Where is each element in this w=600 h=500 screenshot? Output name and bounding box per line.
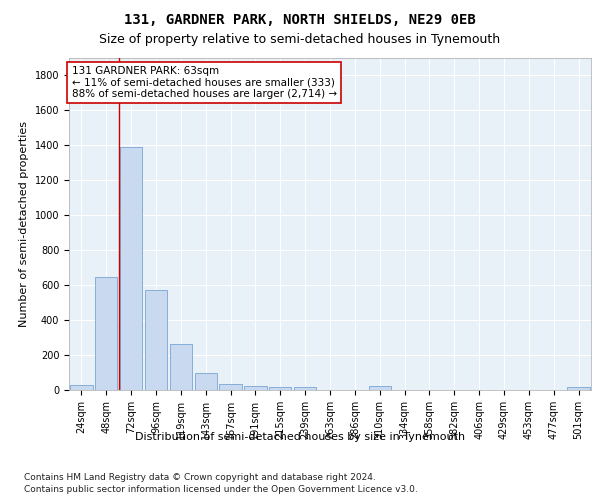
Bar [220, 384, 242, 390]
Text: 131, GARDNER PARK, NORTH SHIELDS, NE29 0EB: 131, GARDNER PARK, NORTH SHIELDS, NE29 0… [124, 12, 476, 26]
Text: Size of property relative to semi-detached houses in Tynemouth: Size of property relative to semi-detach… [100, 32, 500, 46]
Y-axis label: Number of semi-detached properties: Number of semi-detached properties [19, 120, 29, 327]
Bar [70, 385, 92, 390]
Text: Contains public sector information licensed under the Open Government Licence v3: Contains public sector information licen… [24, 485, 418, 494]
Bar [568, 387, 590, 390]
Bar [170, 344, 192, 390]
Bar [368, 386, 391, 390]
Text: Distribution of semi-detached houses by size in Tynemouth: Distribution of semi-detached houses by … [135, 432, 465, 442]
Bar [145, 290, 167, 390]
Bar [294, 388, 316, 390]
Text: Contains HM Land Registry data © Crown copyright and database right 2024.: Contains HM Land Registry data © Crown c… [24, 472, 376, 482]
Bar [120, 147, 142, 390]
Bar [194, 372, 217, 390]
Text: 131 GARDNER PARK: 63sqm
← 11% of semi-detached houses are smaller (333)
88% of s: 131 GARDNER PARK: 63sqm ← 11% of semi-de… [71, 66, 337, 99]
Bar [95, 277, 118, 390]
Bar [244, 386, 266, 390]
Bar [269, 387, 292, 390]
